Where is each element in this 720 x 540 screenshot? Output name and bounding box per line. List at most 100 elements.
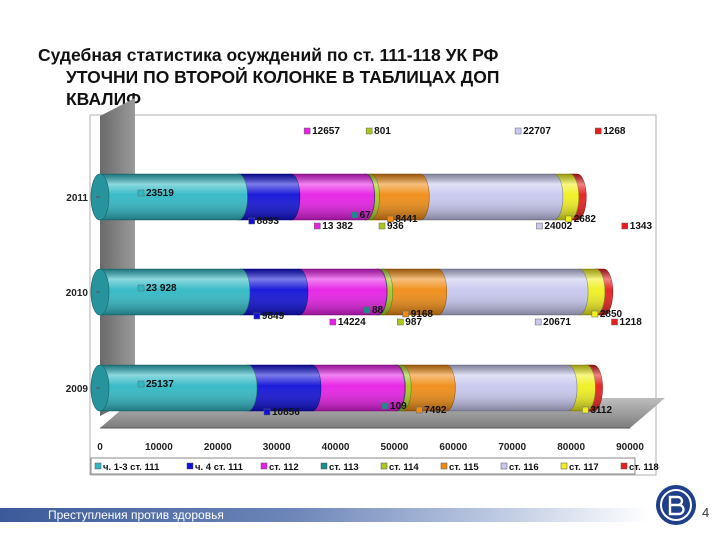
plot-border xyxy=(89,114,657,476)
data-label-2011-6: 8441 xyxy=(395,214,418,225)
page-number: 4 xyxy=(702,505,710,520)
legend-item-3: ст. 112 xyxy=(269,462,299,473)
data-label-swatch xyxy=(378,222,386,230)
data-label-swatch xyxy=(594,127,602,135)
legend-swatch-2 xyxy=(186,462,194,470)
data-label-swatch xyxy=(263,408,271,416)
category-label-2011: 2011 xyxy=(66,193,88,204)
data-label-swatch xyxy=(329,318,337,326)
data-label-swatch xyxy=(387,215,394,223)
data-label-swatch xyxy=(365,127,373,135)
data-label-2010-8: 2850 xyxy=(600,309,623,320)
bar-segment-shine xyxy=(374,269,447,315)
data-label-2009-1: 25137 xyxy=(146,379,174,390)
legend-item-1: ч. 1-3 ст. 111 xyxy=(103,462,160,473)
data-label-swatch xyxy=(303,127,311,135)
data-label-2009-6: 7492 xyxy=(424,405,447,416)
data-label-swatch xyxy=(582,406,589,414)
data-label-2009-7: 20671 xyxy=(543,317,571,328)
data-label-swatch xyxy=(381,402,389,410)
data-label-2009-8: 3112 xyxy=(590,405,612,416)
data-label-2011-8: 2682 xyxy=(574,214,597,225)
footer-text: Преступления против здоровья xyxy=(48,508,224,522)
bar-segment-shine xyxy=(437,365,578,412)
university-logo-icon xyxy=(656,485,696,525)
data-label-swatch xyxy=(591,310,599,318)
x-tick-label: 90000 xyxy=(616,442,644,453)
legend-swatch-6 xyxy=(440,462,448,470)
data-label-2011-2: 8893 xyxy=(257,216,280,227)
legend-item-9: ст. 118 xyxy=(629,462,659,473)
bar-segment-shine xyxy=(229,174,300,220)
data-label-swatch xyxy=(402,310,409,318)
data-label-swatch xyxy=(621,222,629,230)
data-label-2011-3: 12657 xyxy=(312,126,340,137)
page-title: Судебная статистика осуждений по ст. 111… xyxy=(38,44,658,110)
data-label-swatch xyxy=(536,222,543,230)
legend-item-5: ст. 114 xyxy=(389,462,419,473)
data-label-2010-1: 23 928 xyxy=(146,283,177,294)
data-label-swatch xyxy=(534,318,542,326)
bar-segment-shine xyxy=(411,174,563,220)
data-label-2009-9: 1218 xyxy=(620,317,643,328)
data-label-swatch xyxy=(137,189,145,197)
legend-swatch-8 xyxy=(560,462,568,470)
legend-swatch-4 xyxy=(320,462,328,470)
bar-segment-shine xyxy=(428,269,589,315)
title-line-3: КВАЛИФ xyxy=(66,89,142,109)
category-label-2009: 2009 xyxy=(66,384,89,395)
title-line-1: Судебная статистика осуждений по ст. 111… xyxy=(38,45,499,65)
bar-segment-shine xyxy=(91,365,258,412)
x-tick-label: 30000 xyxy=(263,442,291,453)
data-label-2009-5: 987 xyxy=(405,317,422,328)
data-label-swatch xyxy=(415,406,423,414)
bar-segment-shine xyxy=(302,365,405,412)
bar-segment-shine xyxy=(91,174,248,220)
data-label-2010-7: 24002 xyxy=(544,221,572,232)
legend-item-2: ч. 4 ст. 111 xyxy=(195,462,244,473)
data-label-swatch xyxy=(248,217,255,225)
data-label-2009-3: 14224 xyxy=(338,317,366,328)
bar-segment-shine xyxy=(289,269,387,315)
x-tick-label: 80000 xyxy=(557,442,585,453)
x-tick-label: 70000 xyxy=(498,442,526,453)
data-label-swatch xyxy=(137,284,145,292)
legend-swatch-1 xyxy=(94,462,102,470)
data-label-swatch xyxy=(397,318,404,326)
data-label-2009-2: 10856 xyxy=(272,407,300,418)
data-label-swatch xyxy=(611,318,618,326)
x-tick-label: 50000 xyxy=(381,442,409,453)
footer-bar xyxy=(0,508,650,522)
bar-segment-shine xyxy=(239,365,321,412)
data-label-swatch xyxy=(565,215,572,223)
data-label-2010-2: 9849 xyxy=(262,311,285,322)
data-label-2011-5: 801 xyxy=(374,126,391,137)
legend-item-6: ст. 115 xyxy=(449,462,479,473)
legend-swatch-3 xyxy=(260,462,268,470)
bar-segment-shine xyxy=(281,174,375,220)
x-tick-label: 60000 xyxy=(439,442,467,453)
data-label-2010-3: 13 382 xyxy=(322,221,353,232)
title-line-2: УТОЧНИ ПО ВТОРОЙ КОЛОНКЕ В ТАБЛИЦАХ ДОП xyxy=(66,67,500,87)
data-label-swatch xyxy=(363,306,371,314)
data-label-2010-6: 9168 xyxy=(411,309,434,320)
data-label-2011-4: 67 xyxy=(360,210,372,221)
legend-swatch-9 xyxy=(620,462,628,470)
x-tick-label: 20000 xyxy=(204,442,232,453)
x-tick-label: 0 xyxy=(97,442,103,453)
data-label-2009-4: 109 xyxy=(390,401,407,412)
data-label-swatch xyxy=(314,222,321,230)
data-label-2010-4: 88 xyxy=(372,305,384,316)
data-label-swatch xyxy=(253,312,261,320)
legend-swatch-5 xyxy=(380,462,388,470)
data-label-swatch xyxy=(351,211,358,219)
legend-box xyxy=(90,457,636,475)
data-label-2010-9: 1343 xyxy=(630,221,653,232)
category-label-2010: 2010 xyxy=(66,288,89,299)
data-label-2011-9: 1268 xyxy=(603,126,626,137)
data-label-swatch xyxy=(514,127,522,135)
x-tick-label: 40000 xyxy=(322,442,350,453)
data-label-2010-5: 936 xyxy=(387,221,404,232)
legend-item-7: ст. 116 xyxy=(509,462,539,473)
